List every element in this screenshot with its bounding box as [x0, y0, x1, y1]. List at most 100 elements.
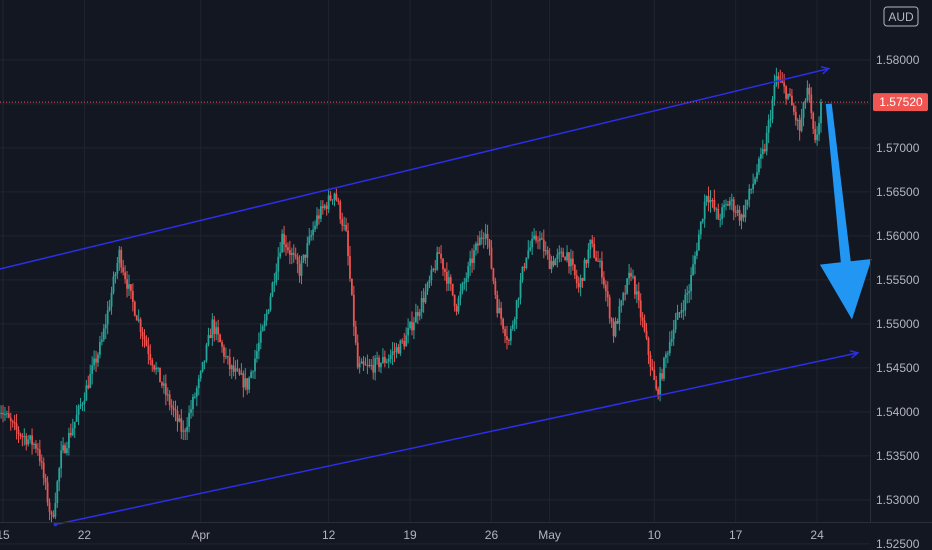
candle-body	[703, 201, 706, 219]
candle-body	[473, 250, 475, 263]
candle-body	[287, 247, 289, 251]
candle-body	[643, 320, 646, 331]
candle-body	[162, 383, 165, 386]
candle-body	[533, 235, 536, 239]
candle-body	[368, 364, 371, 366]
candle-body	[459, 291, 462, 299]
candle-body	[130, 284, 132, 291]
candle-body	[325, 205, 328, 209]
candle-body	[610, 318, 613, 322]
candle-body	[626, 278, 629, 294]
candle-body	[550, 261, 553, 270]
candle-body	[244, 378, 247, 388]
candle-body	[465, 278, 468, 283]
y-tick-label: 1.56500	[876, 185, 920, 199]
x-tick-label: 15	[0, 528, 10, 542]
candle-body	[802, 102, 805, 118]
candle-body	[560, 251, 563, 253]
candle-body	[713, 200, 716, 210]
candle-body	[641, 317, 644, 321]
candle-body	[310, 234, 313, 237]
candle-body	[372, 365, 375, 373]
candle-body	[519, 280, 522, 299]
candle-body	[719, 219, 722, 221]
candle-body	[201, 361, 204, 372]
candle-body	[575, 275, 578, 284]
candle-body	[230, 365, 233, 370]
y-tick-label: 1.54500	[876, 361, 920, 375]
candle-body	[513, 319, 516, 325]
candle-body	[97, 354, 99, 363]
candle-body	[717, 208, 720, 220]
lower-channel-line-anchor	[53, 522, 58, 527]
candle-body	[128, 284, 130, 289]
candle-body	[399, 340, 402, 354]
candle-body	[279, 252, 282, 257]
candle-body	[366, 364, 369, 366]
candle-body	[48, 502, 51, 512]
candle-body	[122, 267, 125, 273]
candle-body	[327, 195, 330, 209]
candle-body	[668, 341, 671, 354]
candle-body	[428, 280, 431, 284]
candle-body	[54, 503, 57, 517]
candle-body	[31, 435, 33, 445]
currency-text: AUD	[888, 10, 914, 24]
candle-body	[490, 247, 493, 269]
candle-body	[614, 321, 617, 337]
candle-body	[188, 412, 190, 427]
candle-body	[535, 235, 537, 241]
candle-body	[612, 321, 615, 337]
price-axis[interactable]: 1.52500 1.53000 1.53500 1.54000 1.54500 1.550…	[876, 53, 920, 550]
candle-body	[688, 291, 691, 294]
candle-body	[484, 233, 487, 239]
candle-body	[476, 243, 479, 246]
candle-body	[633, 276, 636, 295]
candle-body	[99, 341, 101, 355]
candle-body	[387, 358, 390, 362]
candle-body	[562, 251, 565, 258]
candle-body	[616, 321, 619, 324]
candle-body	[221, 342, 223, 347]
candle-body	[199, 371, 202, 379]
candle-body	[709, 200, 712, 203]
candle-body	[789, 93, 791, 96]
candle-body	[403, 341, 406, 347]
candle-body	[601, 260, 603, 278]
candle-body	[58, 468, 61, 482]
candle-body	[469, 258, 472, 267]
candle-body	[395, 347, 398, 352]
candle-body	[351, 278, 353, 295]
candle-body	[705, 195, 708, 202]
candle-body	[133, 301, 136, 316]
candle-body	[161, 382, 163, 386]
candle-body	[112, 276, 115, 293]
candle-body	[599, 260, 601, 262]
candle-body	[19, 434, 22, 437]
currency-label[interactable]: AUD	[883, 6, 919, 27]
candle-body	[79, 405, 82, 407]
candle-body	[335, 193, 338, 201]
candle-body	[471, 258, 473, 263]
candle-body	[537, 240, 539, 242]
candle-body	[155, 367, 158, 370]
candle-body	[283, 233, 285, 245]
candle-body	[591, 239, 594, 244]
candle-body	[407, 328, 410, 336]
candle-body	[678, 312, 681, 314]
candle-body	[314, 225, 316, 230]
candle-body	[820, 102, 822, 124]
grid	[0, 0, 870, 545]
candle-body	[506, 336, 508, 340]
candle-body	[21, 436, 24, 438]
candle-body	[277, 256, 280, 272]
candle-body	[791, 95, 793, 106]
candle-body	[83, 400, 86, 405]
candle-body	[645, 330, 648, 339]
time-axis[interactable]: 15 22 Apr 12 19 26 May 10 17 24	[0, 528, 824, 542]
candle-body	[422, 298, 425, 303]
y-tick-label: 1.55500	[876, 273, 920, 287]
candle-body	[424, 291, 427, 303]
candle-body	[521, 266, 524, 281]
